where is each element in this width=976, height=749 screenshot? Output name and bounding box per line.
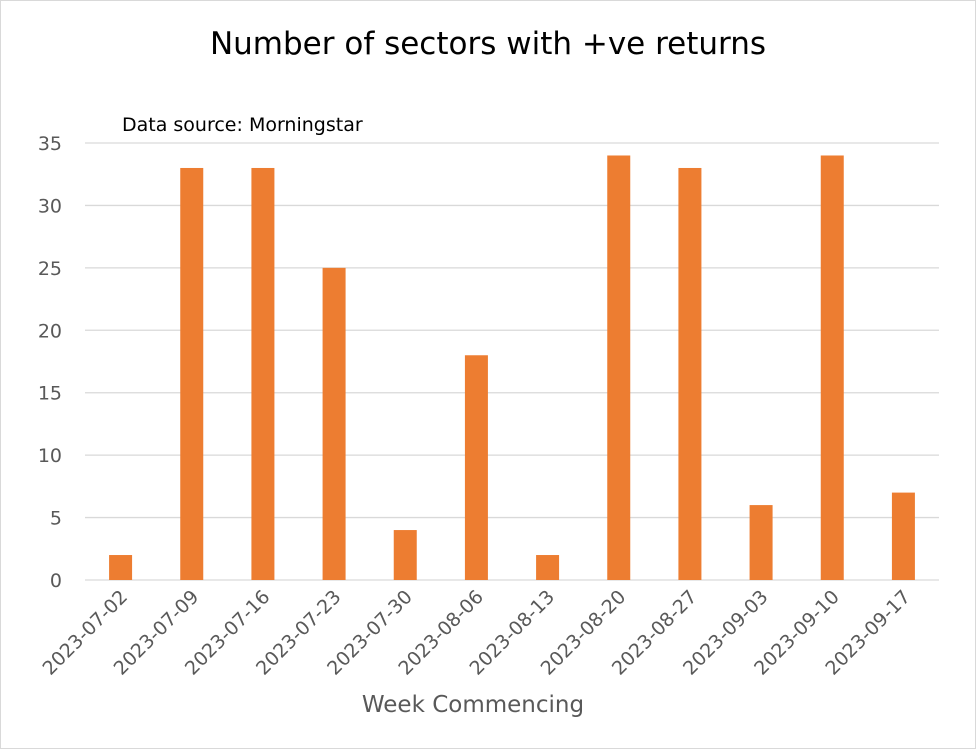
bar-2023-09-17 <box>891 492 915 580</box>
bar-2023-08-06 <box>464 355 488 580</box>
y-tick-label: 20 <box>38 320 62 342</box>
chart-title: Number of sectors with +ve returns <box>209 26 767 62</box>
y-tick-label: 0 <box>50 570 62 592</box>
bar-2023-09-10 <box>820 155 844 580</box>
y-tick-label: 30 <box>38 195 62 217</box>
y-tick-label: 5 <box>50 508 62 530</box>
bar-2023-08-13 <box>536 555 560 580</box>
bar-2023-08-20 <box>607 155 631 580</box>
y-tick-label: 25 <box>38 258 62 280</box>
bar-2023-07-02 <box>109 555 133 580</box>
bar-2023-07-23 <box>322 267 346 580</box>
bar-2023-07-09 <box>180 167 204 580</box>
x-axis-label: Week Commencing <box>361 692 585 718</box>
data-source-annotation: Data source: Morningstar <box>122 114 363 136</box>
y-tick-label: 35 <box>38 133 62 155</box>
y-tick-label: 10 <box>38 445 62 467</box>
bar-2023-08-27 <box>678 167 702 580</box>
bar-2023-07-16 <box>251 167 275 580</box>
y-tick-label: 15 <box>38 383 62 405</box>
bar-2023-07-30 <box>393 530 417 580</box>
bar-2023-09-03 <box>749 505 773 580</box>
